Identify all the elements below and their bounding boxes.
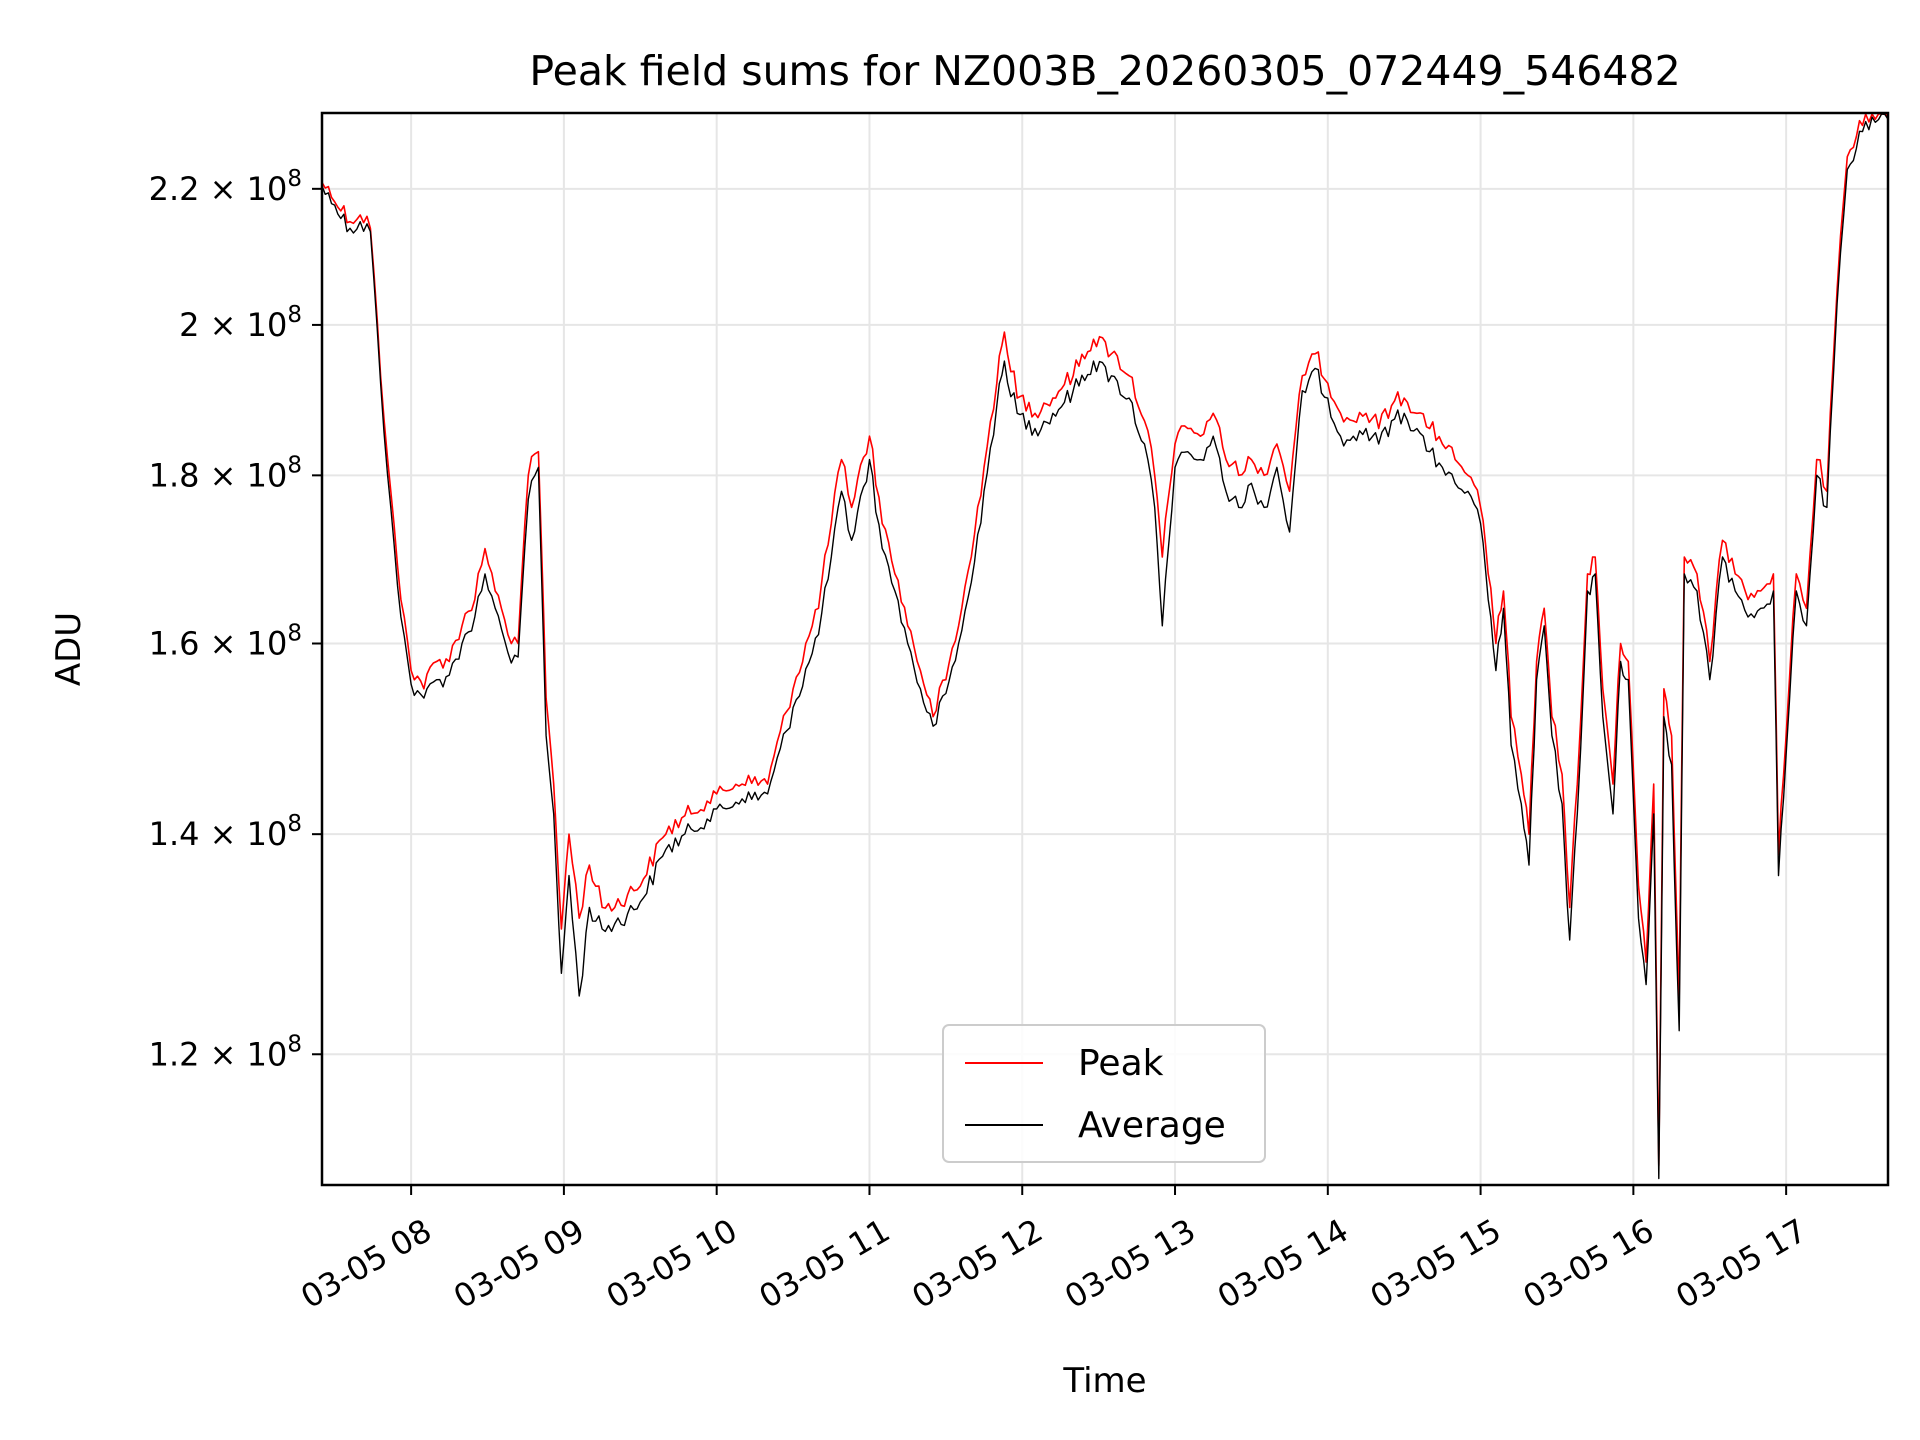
- legend-label-average: Average: [1078, 1105, 1226, 1146]
- y-tick-label: 1.4 × 108: [149, 811, 302, 853]
- series-average: [321, 113, 1889, 1180]
- legend-label-peak: Peak: [1078, 1043, 1164, 1084]
- y-tick-label: 1.6 × 108: [149, 621, 302, 663]
- series-line: [321, 113, 1889, 1167]
- y-tick-label: 1.8 × 108: [149, 452, 302, 494]
- axes-frame: [320, 111, 1890, 1187]
- legend-box: [942, 1024, 1266, 1163]
- plot-area: [321, 113, 1889, 1180]
- x-axis-label: Time: [1062, 1361, 1146, 1401]
- series-peak: [321, 113, 1889, 1167]
- legend: Peak Average: [942, 1024, 1266, 1163]
- series-line: [321, 113, 1889, 1180]
- y-axis: 1.2 × 108 1.4 × 108 1.6 × 108 1.8 × 108 2 × …: [149, 166, 322, 1073]
- y-axis-label: ADU: [49, 612, 89, 686]
- y-tick-label: 1.2 × 108: [149, 1031, 302, 1073]
- y-tick-label: 2 × 108: [179, 302, 302, 344]
- y-tick-label: 2.2 × 108: [149, 166, 302, 208]
- chart-title: Peak field sums for NZ003B_20260305_0724…: [529, 47, 1680, 95]
